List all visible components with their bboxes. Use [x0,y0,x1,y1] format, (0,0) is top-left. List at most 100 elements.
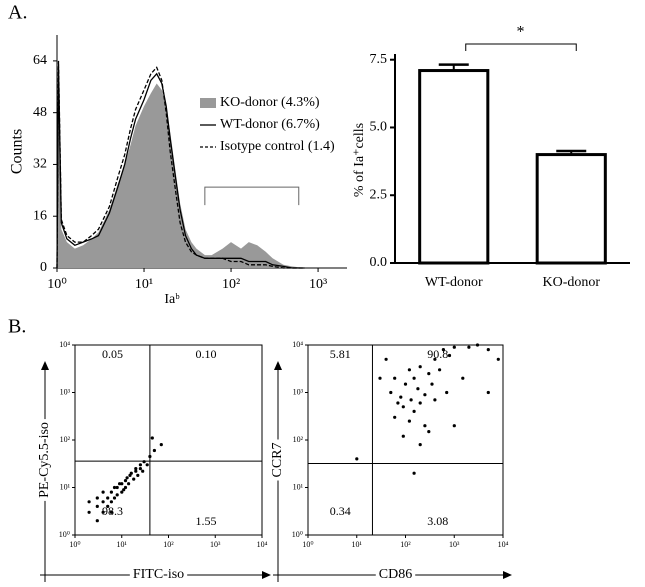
x-tick-label: 10² [400,540,411,549]
x-arrowhead [262,571,271,579]
y-tick-label: 0 [40,260,47,275]
x-axis-label: Iaᵇ [164,292,180,307]
dot [101,500,105,504]
dot [384,357,388,361]
dot [407,368,411,372]
dot [87,500,91,504]
dot [401,405,405,409]
x-tick-label: 10⁴ [498,540,509,549]
dot [438,368,442,372]
y-tick-label: 64 [33,53,47,68]
y-tick-label: 10³ [293,387,304,396]
dot [123,485,128,490]
dot [120,482,124,486]
y-tick-label: 10⁴ [292,340,303,349]
dot [409,398,413,402]
y-tick-label: 2.5 [370,187,388,202]
x-tick-label: WT-donor [425,275,483,290]
dot [109,490,113,494]
line-series [56,60,305,269]
dot [433,357,437,361]
dot [106,504,110,508]
y-tick-label: 10⁰ [59,530,70,539]
dot [486,390,490,395]
bar [535,153,607,265]
dot [467,345,471,349]
x-tick-label: 10³ [309,277,327,292]
dot [148,454,152,459]
x-tick-label: 10⁴ [257,540,268,549]
x-tick-label: 10⁰ [47,277,67,292]
y-tick-label: 32 [33,157,47,172]
x-tick-label: 10¹ [135,277,153,292]
dot [145,463,149,467]
dot [134,469,138,473]
dot [486,348,490,352]
y-tick-label: 10¹ [293,482,304,491]
dot [393,415,397,419]
x-arrowhead [503,571,512,579]
gate-bracket [204,186,300,206]
quadrant-label: 0.34 [330,504,351,518]
dot [423,393,427,397]
dot [118,482,122,486]
dot [433,398,437,402]
dot [447,353,452,358]
dot [403,382,408,386]
y-tick-label: 16 [33,208,47,223]
panel-label: A. [8,2,27,24]
dot [141,469,145,473]
dot [123,479,128,483]
dot [132,477,136,481]
dot [136,473,140,477]
dot [101,510,105,514]
dot [378,376,382,380]
dot [412,409,416,413]
y-tick-label: 10² [293,435,304,444]
quadrant-label: 3.08 [427,514,448,528]
quadrant-label: 1.55 [195,514,216,528]
dot [120,490,124,494]
dot [427,430,431,434]
dot [152,448,156,453]
dot [430,382,434,386]
dot [109,510,113,514]
dot [125,476,129,480]
dot [142,460,146,464]
dot [112,496,117,500]
significance-label: * [517,24,525,41]
y-arrowhead [274,361,282,370]
dot [412,376,416,380]
quadrant-label: 0.10 [195,347,216,361]
dot [87,510,91,514]
y-tick-label: 10⁰ [292,530,303,539]
dot [115,485,119,490]
dot [389,390,393,395]
y-axis-label: CCR7 [270,442,285,477]
quadrant-label: 98.3 [102,504,123,518]
x-tick-label: 10¹ [352,540,363,549]
y-axis-label: % of Ia⁺cells [352,123,367,197]
x-tick-label: 10⁰ [302,540,313,549]
x-tick-label: 10⁰ [69,540,80,549]
y-tick-label: 0.0 [370,255,388,270]
dot [150,436,154,440]
dot [407,419,411,423]
y-arrowhead [41,361,49,370]
y-tick-label: 10⁴ [59,340,70,349]
line-series [56,67,305,269]
dot [416,387,420,391]
legend-swatch [200,98,216,108]
significance-bracket [465,43,577,51]
dot [418,401,422,405]
label-bg [375,567,416,583]
dot [129,471,133,475]
quadrant-label: 5.81 [330,347,351,361]
legend-label: WT-donor (6.7%) [220,117,320,132]
y-axis-label: Counts [9,129,26,174]
dot [427,372,431,376]
dot [138,467,142,471]
x-tick-label: KO-donor [542,275,600,290]
dot [127,482,131,486]
